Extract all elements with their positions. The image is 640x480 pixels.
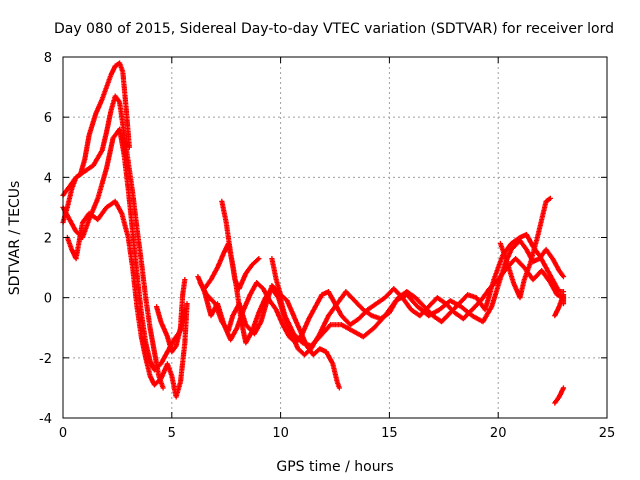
y-tick-label: 6	[44, 111, 52, 126]
y-tick-label: 2	[44, 232, 52, 247]
chart-title: Day 080 of 2015, Sidereal Day-to-day VTE…	[54, 21, 614, 37]
y-tick-label: 0	[44, 292, 52, 307]
series-arc4	[64, 198, 190, 400]
series-markers	[552, 292, 567, 319]
y-tick-label: -4	[39, 412, 52, 427]
y-tick-label: 4	[44, 171, 52, 186]
axes: 0 5 10 15 20 25 -4 -2 0 2 4 6 8	[39, 51, 615, 441]
y-tick-label: 8	[44, 51, 52, 66]
x-axis-label: GPS time / hours	[276, 459, 393, 475]
series-markers	[269, 256, 342, 391]
series-markers	[195, 256, 567, 346]
x-tick-label: 0	[59, 426, 67, 441]
series-markers	[219, 198, 262, 292]
x-tick-label: 25	[599, 426, 616, 441]
x-tick-label: 15	[381, 426, 398, 441]
series-markers	[154, 277, 188, 355]
series-markers	[497, 195, 554, 301]
series-arc5	[154, 277, 188, 355]
x-tick-label: 5	[168, 426, 176, 441]
series-arc9	[219, 198, 262, 292]
x-tick-label: 10	[272, 426, 289, 441]
data-series	[60, 60, 567, 406]
x-tick-label: 20	[490, 426, 507, 441]
y-tick-label: -2	[39, 352, 52, 367]
series-arc12	[552, 292, 567, 319]
series-arc13	[552, 385, 567, 406]
series-markers	[552, 385, 567, 406]
series-arc11	[497, 195, 554, 301]
series-markers	[64, 198, 190, 400]
series-arc10	[269, 256, 342, 391]
series-arc8	[195, 256, 567, 346]
y-axis-label: SDTVAR / TECUs	[7, 181, 23, 296]
